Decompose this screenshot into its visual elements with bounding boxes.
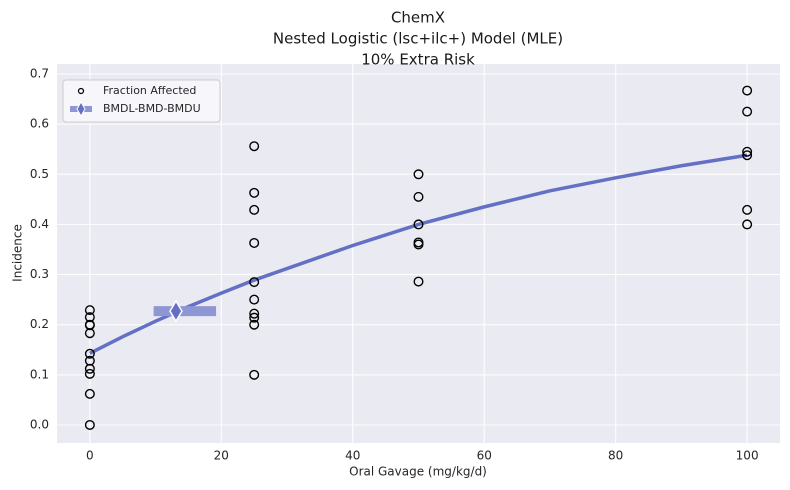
data-point — [742, 85, 753, 96]
chart-title: 10% Extra Risk — [361, 51, 475, 69]
data-point — [249, 294, 260, 305]
legend-label: Fraction Affected — [103, 84, 196, 97]
data-point — [84, 305, 95, 316]
data-point — [249, 319, 260, 330]
legend-box — [62, 79, 221, 123]
data-point — [413, 169, 424, 180]
x-axis-label: Oral Gavage (mg/kg/d) — [349, 465, 487, 479]
bmd-marker — [169, 299, 183, 323]
y-tick-label: 0.3 — [30, 267, 49, 281]
marks — [84, 85, 753, 430]
y-axis-label: Incidence — [11, 224, 25, 282]
data-point — [249, 369, 260, 380]
plot-area — [57, 64, 780, 443]
bmd-interval — [153, 306, 217, 317]
data-point — [249, 141, 260, 152]
data-point — [413, 219, 424, 230]
data-point — [742, 204, 753, 215]
data-point — [249, 308, 260, 319]
y-tick-label: 0.1 — [30, 367, 49, 381]
data-point — [413, 239, 424, 250]
data-point — [742, 146, 753, 157]
data-point — [84, 348, 95, 359]
data-point — [413, 276, 424, 287]
data-point — [249, 312, 260, 323]
data-point — [742, 106, 753, 117]
data-point — [413, 191, 424, 202]
data-point — [84, 368, 95, 379]
model-curve — [89, 153, 748, 355]
x-tick-label: 40 — [345, 449, 360, 463]
data-point — [249, 187, 260, 198]
data-point — [84, 363, 95, 374]
x-tick-label: 20 — [214, 449, 229, 463]
chart-title: Nested Logistic (lsc+ilc+) Model (MLE) — [273, 30, 563, 48]
y-tick-label: 0.6 — [30, 117, 49, 131]
legend-marker — [77, 87, 85, 95]
data-point — [742, 150, 753, 161]
x-tick-label: 60 — [477, 449, 492, 463]
data-point — [249, 277, 260, 288]
grid — [57, 64, 780, 443]
x-tick-label: 0 — [86, 449, 94, 463]
data-point — [84, 319, 95, 330]
data-point — [84, 419, 95, 430]
data-point — [249, 237, 260, 248]
legend: Fraction Affected BMDL-BMD-BMDU — [62, 79, 221, 123]
data-point — [84, 388, 95, 399]
y-tick-label: 0.5 — [30, 167, 49, 181]
chart-title: ChemX — [391, 9, 445, 27]
data-point — [249, 204, 260, 215]
y-tick-label: 0.4 — [30, 217, 49, 231]
legend-label: BMDL-BMD-BMDU — [103, 102, 201, 115]
y-tick-label: 0.7 — [30, 67, 49, 81]
y-tick-label: 0.2 — [30, 317, 49, 331]
data-point — [742, 219, 753, 230]
x-tick-label: 100 — [736, 449, 759, 463]
x-tick-label: 80 — [608, 449, 623, 463]
y-tick-label: 0.0 — [30, 417, 49, 431]
legend-marker — [76, 100, 86, 118]
